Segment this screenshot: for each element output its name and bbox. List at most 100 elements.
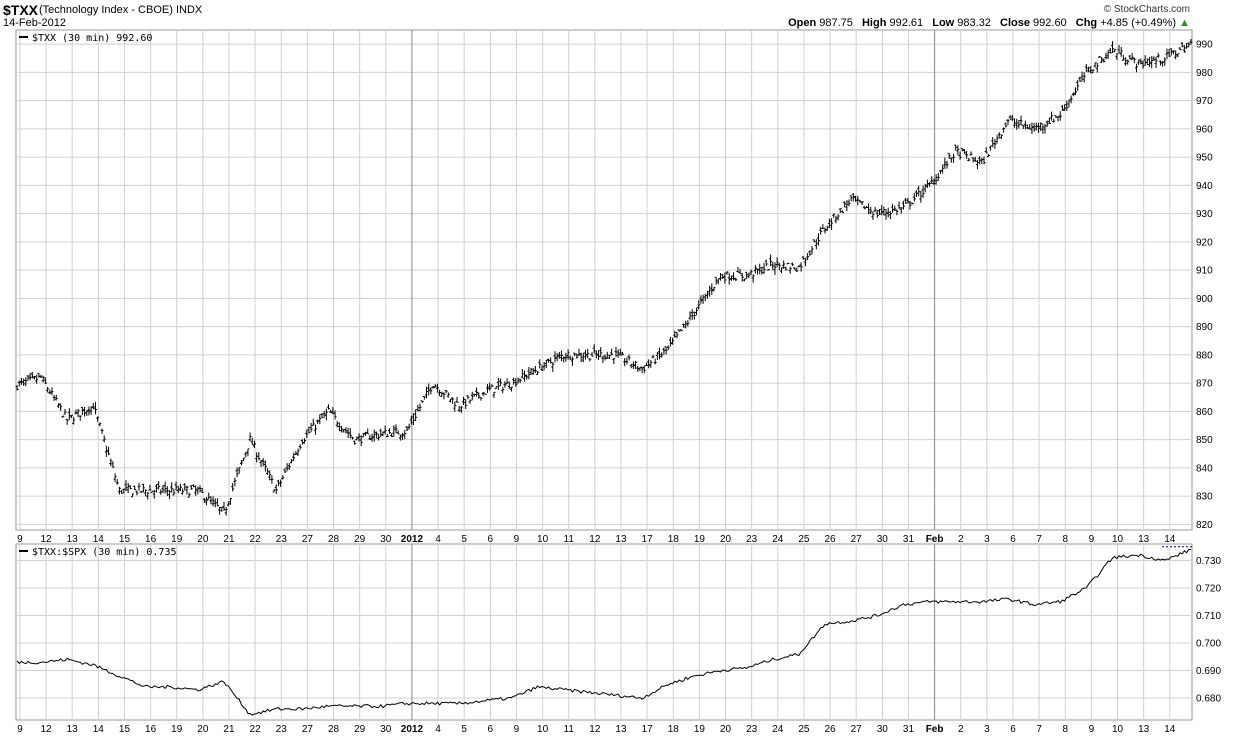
ohlc-bar — [98, 422, 102, 427]
ohlc-bar — [1115, 53, 1119, 61]
ohlc-bar — [1189, 38, 1193, 45]
ohlc-bar — [48, 389, 52, 395]
ohlc-bar — [15, 385, 19, 391]
ohlc-bar — [871, 211, 875, 220]
ohlc-bar — [1065, 100, 1069, 111]
ohlc-bar — [433, 384, 437, 388]
ohlc-bar — [261, 458, 265, 467]
low-value: 983.32 — [957, 17, 991, 29]
ohlc-bar — [144, 489, 148, 497]
y-tick-label: 0.680 — [1196, 694, 1221, 705]
ohlc-bar — [967, 157, 971, 162]
ohlc-bar — [965, 151, 969, 159]
ohlc-bar — [901, 200, 905, 210]
ohlc-bar — [806, 253, 810, 261]
chg-value: +4.85 (+0.49%) — [1100, 17, 1177, 29]
ohlc-bar — [625, 357, 629, 365]
x-tick-label: 5 — [461, 534, 467, 545]
ohlc-bar — [26, 375, 30, 381]
ohlc-bar — [1187, 42, 1191, 48]
x-tick-label: 2 — [958, 724, 964, 735]
ohlc-bar — [152, 489, 156, 499]
ohlc-bar — [612, 358, 616, 364]
series-legend: $TXX:$SPX (30 min) 0.735 — [19, 547, 177, 558]
ohlc-bar — [1134, 63, 1138, 73]
ohlc-bar — [825, 225, 829, 232]
ohlc-bar — [1052, 118, 1056, 123]
ohlc-bar — [788, 266, 792, 274]
close-label: Close — [1000, 17, 1030, 29]
ohlc-bar — [198, 485, 202, 493]
x-tick-label: 28 — [328, 724, 340, 735]
ohlc-bar — [1100, 56, 1104, 63]
ohlc-bar — [298, 444, 302, 450]
ohlc-bar — [200, 487, 204, 494]
y-tick-label: 820 — [1196, 520, 1213, 531]
ohlc-bar — [888, 211, 892, 220]
ohlc-bar — [322, 410, 326, 418]
ohlc-bar — [117, 486, 121, 495]
ohlc-bar — [795, 267, 799, 272]
y-tick-label: 890 — [1196, 322, 1213, 333]
x-tick-label: 9 — [514, 534, 520, 545]
x-tick-label: 2 — [958, 534, 964, 545]
y-tick-label: 970 — [1196, 96, 1213, 107]
ohlc-bar — [675, 332, 679, 339]
ohlc-bar — [1174, 50, 1178, 60]
ohlc-bar — [777, 262, 781, 271]
ohlc-bar — [425, 386, 429, 399]
y-tick-label: 0.720 — [1196, 584, 1221, 595]
ohlc-bar — [949, 157, 953, 163]
ratio-line — [16, 549, 1191, 716]
ohlc-bar — [1108, 47, 1112, 54]
ohlc-bar — [1069, 95, 1073, 104]
ohlc-bar — [137, 482, 141, 491]
ohlc-bar — [113, 473, 117, 482]
ohlc-bar — [429, 387, 433, 395]
x-tick-label: 26 — [824, 534, 836, 545]
ohlc-bar — [1013, 118, 1017, 128]
ohlc-bar — [377, 433, 381, 441]
x-tick-label: 13 — [615, 724, 627, 735]
ohlc-bar — [695, 307, 699, 316]
ohlc-bar — [1176, 53, 1180, 58]
low-label: Low — [932, 17, 955, 29]
ohlc-bar — [542, 361, 546, 371]
ohlc-bar — [398, 434, 402, 441]
ohlc-bar — [642, 365, 646, 374]
ohlc-bar — [644, 362, 648, 367]
x-tick-label: 5 — [461, 724, 467, 735]
ohlc-bar — [716, 278, 720, 285]
ohlc-bar — [819, 226, 823, 235]
ohlc-bar — [1050, 111, 1054, 121]
ohlc-bar — [107, 446, 111, 456]
ohlc-bar — [989, 145, 993, 151]
ohlc-bar — [982, 156, 986, 165]
ohlc-bar — [157, 481, 161, 490]
x-tick-label: 11 — [564, 534, 575, 545]
up-arrow-icon: ▲ — [1179, 17, 1190, 29]
ohlc-bar — [975, 159, 979, 170]
ohlc-bar — [405, 426, 409, 432]
ohlc-bar — [455, 396, 459, 403]
ohlc-bar — [483, 393, 487, 395]
ohlc-bar — [329, 409, 333, 414]
ohlc-bar — [952, 153, 956, 163]
ohlc-bar — [1102, 58, 1106, 63]
ohlc-bar — [22, 378, 26, 386]
ohlc-bar — [270, 475, 274, 484]
ohlc-bar — [588, 358, 592, 362]
ohlc-bar — [742, 278, 746, 282]
ohlc-bar — [1039, 122, 1043, 132]
ohlc-bar — [176, 485, 180, 494]
ohlc-bar — [381, 431, 385, 437]
ohlc-bar — [886, 207, 890, 218]
ohlc-bar — [749, 269, 753, 276]
ohlc-bar — [999, 134, 1003, 140]
ohlc-bar — [494, 386, 498, 390]
ohlc-bar — [146, 491, 150, 500]
ohlc-bar — [17, 380, 21, 387]
ohlc-bar — [479, 397, 483, 401]
ohlc-bar — [257, 452, 261, 461]
ohlc-bar — [120, 489, 124, 495]
